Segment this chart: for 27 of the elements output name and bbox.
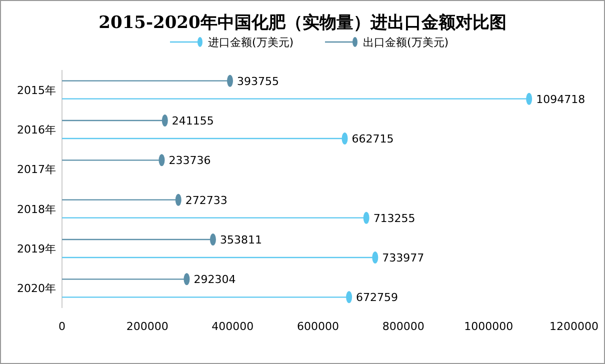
x-tick-label: 1000000	[464, 320, 514, 333]
y-tick-label: 2017年	[17, 163, 56, 176]
data-label: 241155	[172, 114, 214, 128]
data-label: 393755	[237, 74, 279, 88]
x-tick-label: 0	[58, 320, 66, 333]
x-tick-label: 600000	[297, 320, 339, 333]
data-label: 353811	[220, 234, 262, 246]
chart-title: 2015-2020年中国化肥（实物量）进出口金额对比图	[98, 13, 506, 33]
data-label: 672759	[356, 291, 398, 304]
y-tick-label: 2018年	[17, 202, 56, 216]
y-tick-label: 2016年	[17, 124, 56, 136]
x-tick-label: 800000	[382, 320, 424, 333]
legend-label: 进口金额(万美元)	[208, 36, 294, 49]
data-label: 233736	[168, 154, 211, 168]
y-tick-label: 2019年	[17, 242, 56, 256]
data-label: 713255	[373, 212, 416, 225]
y-tick-label: 2020年	[17, 282, 56, 296]
legend-label: 出口金额(万美元)	[363, 36, 449, 49]
data-label: 292304	[194, 273, 236, 286]
data-label: 272733	[185, 194, 228, 207]
x-tick-label: 400000	[212, 320, 254, 333]
data-label: 1094718	[536, 92, 586, 106]
data-label: 662715	[352, 132, 394, 146]
x-tick-label: 200000	[126, 320, 168, 333]
data-label: 733977	[382, 252, 424, 264]
x-tick-label: 1200000	[550, 320, 598, 333]
y-tick-label: 2015年	[17, 84, 56, 97]
